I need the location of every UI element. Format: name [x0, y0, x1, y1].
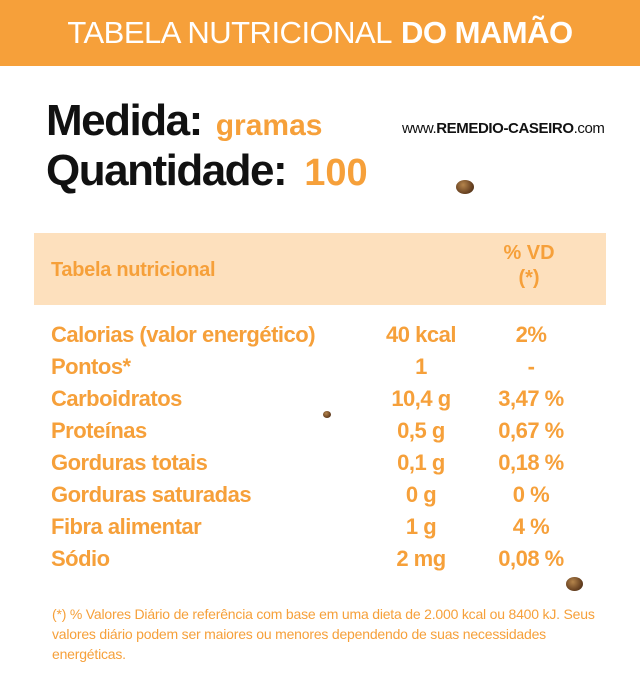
nutrition-rows: Calorias (valor energético) 40 kcal 2% P… — [51, 320, 591, 576]
nutrient-name: Gorduras totais — [51, 450, 208, 475]
nutrient-vd: 0,67 % — [498, 418, 564, 443]
nutrient-amount: 0 g — [405, 482, 437, 507]
vd-label: % VD — [503, 242, 555, 264]
title-banner: TABELA NUTRICIONAL DO MAMÃO — [0, 0, 640, 66]
footnote: (*) % Valores Diário de referência com b… — [52, 606, 595, 662]
table-row: Gorduras saturadas 0 g 0 % — [51, 480, 591, 512]
nutrient-vd: 2% — [515, 322, 547, 347]
nutrient-name: Carboidratos — [51, 386, 182, 411]
table-header-vd: % VD (*) — [479, 241, 579, 291]
table-header: Tabela nutricional % VD (*) — [34, 233, 606, 305]
papaya-seed-decoration — [456, 180, 474, 194]
nutrient-amount: 2 mg — [396, 546, 446, 571]
site-prefix: www. — [402, 120, 437, 137]
nutrient-vd: 3,47 % — [498, 386, 564, 411]
nutrient-amount: 1 g — [405, 514, 437, 539]
nutrient-vd: 0 % — [512, 482, 550, 507]
nutrient-amount: 0,5 g — [397, 418, 445, 443]
nutrient-name: Gorduras saturadas — [51, 482, 252, 507]
table-row: Gorduras totais 0,1 g 0,18 % — [51, 448, 591, 480]
site-suffix: .com — [573, 120, 605, 137]
table-row: Fibra alimentar 1 g 4 % — [51, 512, 591, 544]
nutrient-vd: - — [527, 354, 535, 379]
site-watermark: www.REMEDIO-CASEIRO.com — [402, 120, 605, 137]
table-row: Calorias (valor energético) 40 kcal 2% — [51, 320, 591, 352]
nutrient-name: Fibra alimentar — [51, 514, 202, 539]
medida-value: gramas — [215, 109, 323, 142]
title-bold: DO MAMÃO — [400, 15, 573, 50]
nutrient-name: Pontos* — [51, 354, 131, 379]
nutrient-amount: 1 — [415, 354, 427, 379]
quantidade-row: Quantidade: 100 — [46, 146, 368, 196]
papaya-seed-decoration — [323, 411, 331, 418]
table-row: Sódio 2 mg 0,08 % — [51, 544, 591, 576]
medida-label: Medida: — [46, 96, 203, 145]
nutrient-name: Calorias (valor energético) — [51, 322, 316, 347]
nutrient-amount: 10,4 g — [391, 386, 451, 411]
table-row: Proteínas 0,5 g 0,67 % — [51, 416, 591, 448]
vd-footnote-marker: (*) — [518, 267, 540, 289]
nutrient-amount: 0,1 g — [397, 450, 445, 475]
site-name: REMEDIO-CASEIRO — [436, 120, 574, 137]
quantidade-label: Quantidade: — [46, 146, 288, 195]
table-header-label: Tabela nutricional — [51, 259, 216, 281]
medida-row: Medida: gramas — [46, 96, 322, 146]
nutrient-name: Sódio — [51, 546, 110, 571]
nutrient-vd: 0,18 % — [498, 450, 564, 475]
title-regular: TABELA NUTRICIONAL — [67, 15, 392, 50]
nutrient-vd: 4 % — [512, 514, 550, 539]
nutrient-name: Proteínas — [51, 418, 147, 443]
table-row: Pontos* 1 - — [51, 352, 591, 384]
nutrient-vd: 0,08 % — [498, 546, 564, 571]
table-row: Carboidratos 10,4 g 3,47 % — [51, 384, 591, 416]
quantidade-value: 100 — [304, 152, 368, 194]
papaya-seed-decoration — [566, 577, 583, 591]
nutrient-amount: 40 kcal — [386, 322, 456, 347]
